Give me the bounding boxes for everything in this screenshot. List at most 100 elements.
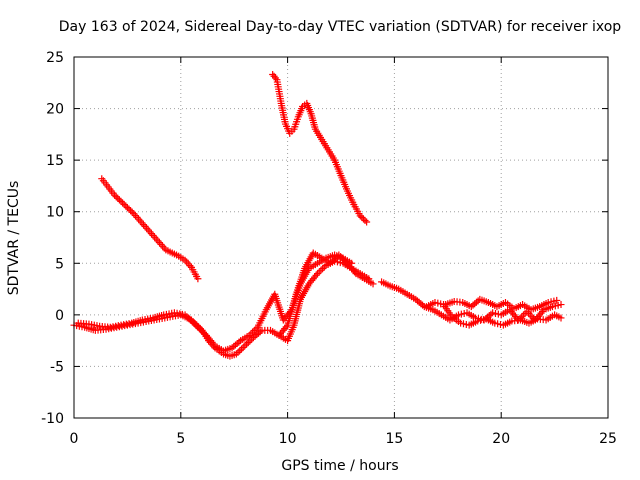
data-point-marker <box>328 258 336 266</box>
data-point-marker <box>143 224 151 232</box>
series-track-f <box>378 278 565 324</box>
data-point-marker <box>234 348 242 356</box>
data-point-marker <box>136 217 144 225</box>
x-tick-label: 0 <box>70 431 79 447</box>
data-point-marker <box>241 342 249 350</box>
data-point-marker <box>331 254 339 262</box>
data-point-marker <box>282 323 290 331</box>
x-tick-label: 20 <box>492 431 510 447</box>
y-tick-label: 20 <box>46 102 64 118</box>
data-point-marker <box>130 210 138 218</box>
series-track-e <box>269 71 371 226</box>
data-point-marker <box>363 218 371 226</box>
data-point-marker <box>236 347 244 355</box>
x-tick-label: 25 <box>599 431 617 447</box>
data-point-marker <box>557 301 565 309</box>
data-point-marker <box>144 226 152 234</box>
data-point-marker <box>184 260 192 268</box>
data-point-marker <box>314 270 322 278</box>
series-track-b <box>74 251 356 355</box>
data-point-marker <box>474 297 482 305</box>
data-point-marker <box>315 268 323 276</box>
data-point-marker <box>194 275 202 283</box>
data-point-marker <box>361 216 369 224</box>
data-point-marker <box>526 311 534 319</box>
data-point-marker <box>139 221 147 229</box>
data-point-marker <box>487 310 495 318</box>
y-tick-label: 25 <box>46 50 64 66</box>
axis-ticks: 0 5 10 15 20 25 -10 -5 0 5 10 15 20 25 <box>41 50 617 447</box>
data-point-marker <box>120 200 128 208</box>
data-point-marker <box>128 208 136 216</box>
data-point-marker <box>252 325 260 333</box>
data-point-marker <box>249 328 257 336</box>
data-point-marker <box>518 313 526 321</box>
data-point-marker <box>319 265 327 273</box>
data-point-marker <box>330 256 338 264</box>
data-point-marker <box>317 266 325 274</box>
data-point-marker <box>119 199 127 207</box>
data-point-marker <box>326 259 334 267</box>
data-point-marker <box>312 271 320 279</box>
data-point-marker <box>519 311 527 319</box>
data-point-marker <box>553 296 561 304</box>
data-point-marker <box>419 301 427 309</box>
x-tick-label: 5 <box>176 431 185 447</box>
data-point-marker <box>359 215 367 223</box>
data-point-marker <box>356 212 364 220</box>
data-point-marker <box>114 194 122 202</box>
data-point-marker <box>155 239 163 247</box>
x-tick-label: 10 <box>279 431 297 447</box>
data-point-marker <box>117 197 125 205</box>
data-point-marker <box>146 228 154 236</box>
y-tick-label: 5 <box>55 256 64 272</box>
series-track-d <box>98 175 202 283</box>
data-point-marker <box>338 254 346 262</box>
data-point-marker <box>557 314 565 322</box>
data-point-marker <box>151 233 159 241</box>
data-point-marker <box>256 328 264 336</box>
y-tick-label: -10 <box>41 411 64 427</box>
y-tick-label: 10 <box>46 205 64 221</box>
data-point-marker <box>123 204 131 212</box>
data-point-marker <box>152 235 160 243</box>
data-point-marker <box>243 340 251 348</box>
data-point-marker <box>154 237 162 245</box>
data-point-marker <box>235 338 243 346</box>
data-point-marker <box>239 343 247 351</box>
plot-frame <box>73 56 609 419</box>
data-point-marker <box>342 258 350 266</box>
data-point-marker <box>358 213 366 221</box>
data-point-marker <box>159 242 167 250</box>
data-point-marker <box>111 191 119 199</box>
data-point-marker <box>320 263 328 271</box>
series-track-h <box>442 295 561 314</box>
data-point-marker <box>245 331 253 339</box>
data-point-marker <box>271 74 279 82</box>
y-tick-label: 0 <box>55 308 64 324</box>
data-point-marker <box>147 230 155 238</box>
y-tick-label: 15 <box>46 153 64 169</box>
series-track-a <box>70 257 373 360</box>
x-axis-label: GPS time / hours <box>281 458 398 474</box>
data-point-marker <box>247 330 255 338</box>
data-point-marker <box>244 338 252 346</box>
grid <box>74 57 608 418</box>
data-point-marker <box>210 340 218 348</box>
data-point-marker <box>183 258 191 266</box>
data-point-marker <box>337 253 345 261</box>
data-point-marker <box>232 350 240 358</box>
data-point-marker <box>351 268 359 276</box>
data-point-marker <box>133 213 141 221</box>
data-point-marker <box>125 205 133 213</box>
data-point-marker <box>250 327 258 335</box>
data-point-marker <box>141 222 149 230</box>
data-point-marker <box>157 240 165 248</box>
data-point-marker <box>538 307 546 315</box>
chart-title: Day 163 of 2024, Sidereal Day-to-day VTE… <box>59 19 622 35</box>
data-point-marker <box>115 196 123 204</box>
data-point-marker <box>528 313 536 321</box>
data-point-marker <box>237 345 245 353</box>
